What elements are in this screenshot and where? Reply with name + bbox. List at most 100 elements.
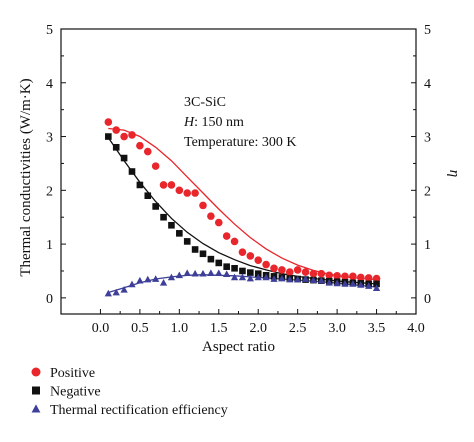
legend-label: Negative [50,385,101,400]
data-point-triangle [262,273,270,281]
legend-item: Thermal rectification efficiency [31,403,228,418]
data-point-circle [143,147,152,156]
data-point-square [160,213,167,221]
data-point-triangle [199,269,207,277]
data-point-triangle [152,275,160,282]
x-tick-label: 2.5 [289,321,307,336]
data-point-triangle [301,275,310,282]
x-tick-label: 0.0 [92,321,110,336]
data-point-circle [364,274,373,282]
data-point-triangle [112,288,120,296]
data-point-triangle [270,275,278,282]
data-point-triangle [136,276,144,284]
y2-tick-label: 3 [424,131,431,146]
annotation-material: 3C-SiC [184,95,226,110]
annotation-height-value: : 150 nm [194,115,244,130]
data-point-circle [112,126,121,134]
data-point-circle [270,264,278,273]
fit-curve-square [107,137,377,285]
data-point-triangle [278,274,286,282]
data-point-circle [120,132,128,141]
data-point-circle [309,269,318,278]
data-point-square [152,203,159,210]
data-point-triangle [223,270,231,278]
data-point-circle [246,252,255,260]
x-tick-label: 4.0 [407,321,425,336]
data-point-circle [372,274,381,283]
data-point-triangle [309,276,318,283]
data-point-square [120,154,128,162]
legend: Positive Negative Thermal rectification ef… [31,366,228,418]
x-tick-label: 3.0 [328,321,346,336]
data-point-triangle [246,274,254,282]
y-tick-label: 0 [46,292,53,307]
data-point-circle [159,181,168,189]
legend-marker-circle [31,367,41,377]
y2-tick-label: 2 [424,184,431,199]
y2-tick-label: 5 [424,23,431,38]
legend-marker-square [32,386,40,395]
data-point-triangle [349,280,357,287]
data-point-triangle [286,275,294,283]
data-point-circle [262,260,270,269]
annotation-height: H: 150 nm [183,115,244,130]
data-point-triangle [317,276,325,284]
data-point-triangle [167,273,176,281]
data-point-circle [199,201,207,210]
data-point-circle [293,266,302,274]
y2-tick-label: 0 [424,292,431,307]
data-point-triangle [325,279,333,286]
data-point-circle [301,268,310,276]
legend-item: Positive [31,366,95,381]
data-point-square [207,255,215,263]
data-point-circle [317,269,326,278]
plot-border [60,28,417,315]
series-square [105,133,380,288]
x-tick-label: 3.5 [368,321,386,336]
data-point-square [183,238,191,245]
annotation-height-symbol: H [183,115,195,130]
y2-axis-title: η [446,170,462,177]
y-axis-ticks: 0 1 2 3 4 5 [46,23,66,307]
y-tick-label: 4 [46,77,53,92]
x-axis-title: Aspect ratio [202,339,275,355]
data-point-triangle [238,273,247,281]
y-tick-label: 1 [46,238,53,253]
data-point-square [191,246,199,253]
series-circle [104,118,381,283]
data-point-square [231,264,238,272]
y-tick-label: 5 [46,23,53,38]
data-point-square [105,133,112,140]
data-point-square [128,168,136,175]
data-point-circle [136,141,144,150]
data-point-circle [104,118,113,126]
y2-tick-label: 1 [424,238,431,253]
data-point-triangle [144,275,152,283]
legend-label: Positive [50,366,95,381]
data-point-circle [278,266,286,274]
data-point-triangle [365,282,373,289]
data-point-triangle [183,269,191,276]
x-axis-ticks: 0.0 0.5 1.0 1.5 2.0 2.5 3.0 3.5 4.0 [92,309,425,336]
data-point-triangle [333,279,341,287]
data-point-triangle [294,275,302,283]
y-tick-label: 2 [46,184,53,199]
data-point-circle [175,186,184,195]
y-axis-title: Thermal conductivities (W/m·K) [18,78,34,276]
x-tick-label: 1.5 [210,321,228,336]
data-point-square [373,280,380,288]
annotation-temperature: Temperature: 300 K [184,135,297,150]
x-tick-label: 1.0 [171,321,189,336]
data-point-circle [230,237,239,246]
plot-frame [60,28,417,315]
data-point-triangle [191,269,199,277]
data-point-square [144,192,152,199]
data-point-triangle [230,273,239,281]
x-tick-label: 0.5 [131,321,149,336]
data-point-circle [341,272,349,281]
data-point-triangle [215,269,223,276]
data-point-square [112,144,120,151]
data-point-square [247,269,254,276]
data-point-circle [151,162,160,170]
data-point-circle [214,218,223,227]
